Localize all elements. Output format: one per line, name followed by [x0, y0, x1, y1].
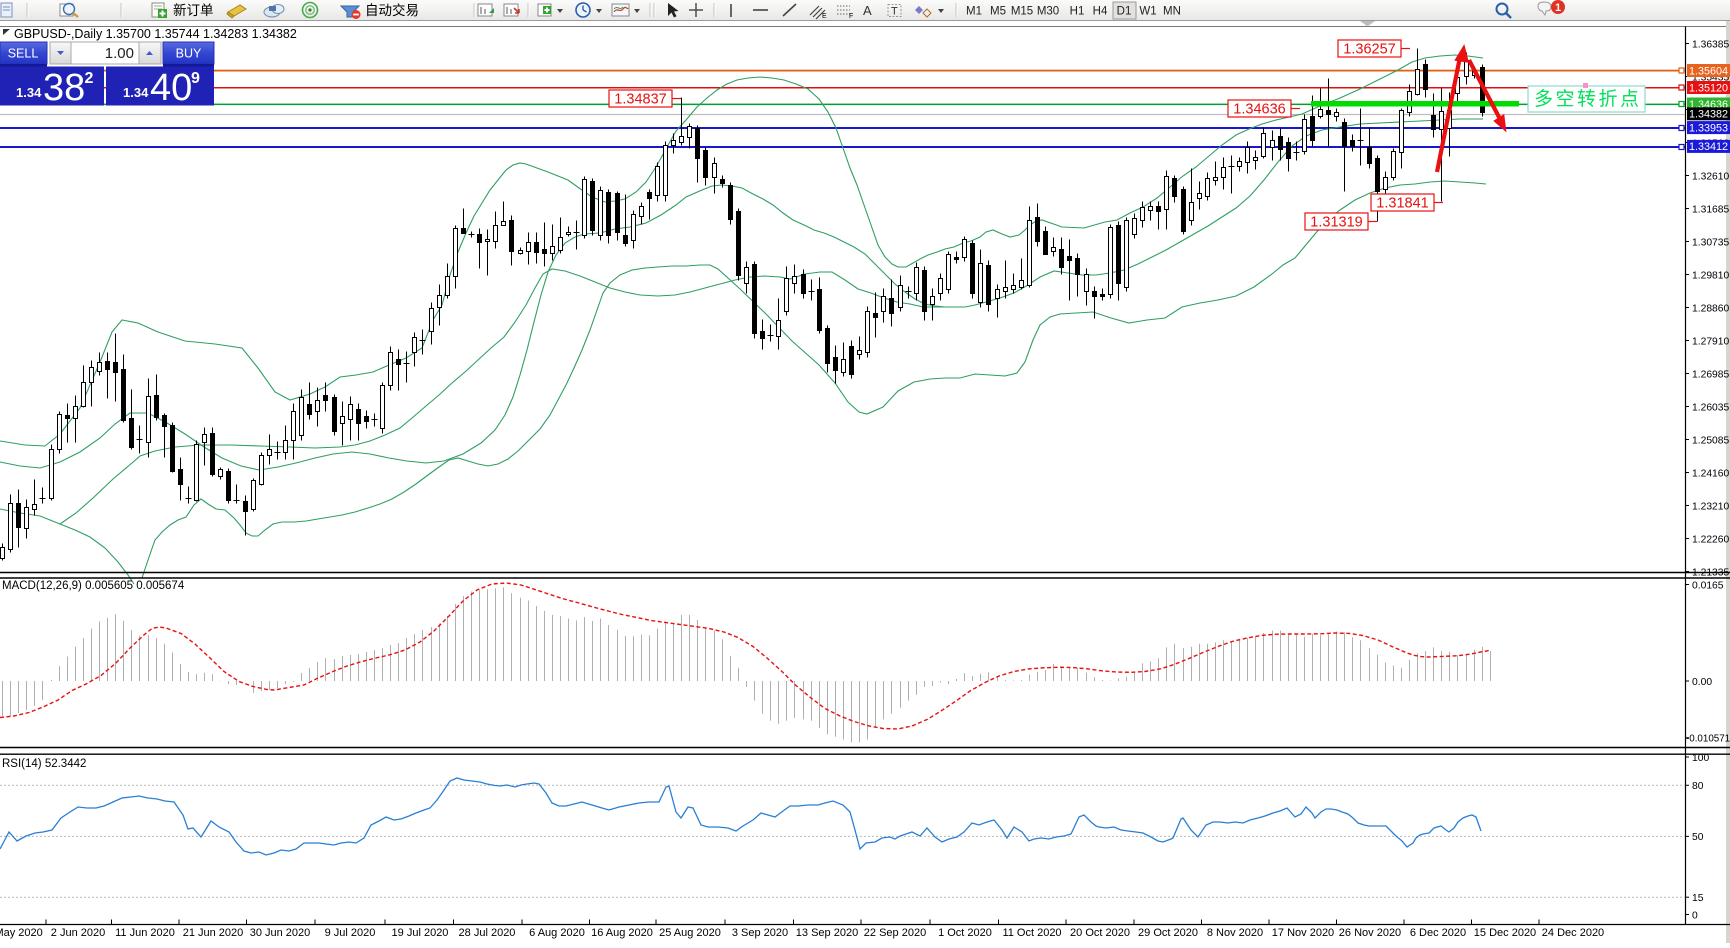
svg-text:0.0165: 0.0165 — [1692, 581, 1724, 592]
svg-text:40: 40 — [150, 67, 192, 109]
svg-text:1.31841: 1.31841 — [1376, 196, 1428, 212]
svg-text:1.36257: 1.36257 — [1343, 42, 1395, 58]
svg-text:1.23210: 1.23210 — [1692, 501, 1729, 512]
svg-text:1.34: 1.34 — [123, 85, 149, 100]
svg-text:E: E — [822, 13, 827, 20]
svg-text:0.00: 0.00 — [1692, 677, 1712, 688]
svg-text:1.34837: 1.34837 — [614, 92, 666, 108]
svg-text:16 Aug 2020: 16 Aug 2020 — [591, 927, 653, 939]
svg-text:15: 15 — [1692, 893, 1704, 904]
svg-text:29 Oct 2020: 29 Oct 2020 — [1138, 927, 1198, 939]
svg-text:A: A — [863, 3, 872, 18]
svg-text:M15: M15 — [1011, 6, 1033, 18]
svg-text:2: 2 — [85, 70, 94, 87]
svg-text:11 Oct 2020: 11 Oct 2020 — [1002, 927, 1061, 939]
svg-text:25 Aug 2020: 25 Aug 2020 — [659, 927, 721, 939]
svg-text:M5: M5 — [990, 6, 1006, 18]
svg-text:28 Jul 2020: 28 Jul 2020 — [459, 927, 516, 939]
svg-text:1.31685: 1.31685 — [1692, 204, 1729, 215]
svg-text:H1: H1 — [1070, 6, 1085, 18]
svg-text:1.31319: 1.31319 — [1310, 215, 1362, 231]
svg-text:8 Nov 2020: 8 Nov 2020 — [1207, 927, 1263, 939]
svg-text:MN: MN — [1163, 6, 1181, 18]
svg-text:26 Nov 2020: 26 Nov 2020 — [1339, 927, 1401, 939]
svg-text:2 Jun 2020: 2 Jun 2020 — [51, 927, 105, 939]
svg-text:6 Dec 2020: 6 Dec 2020 — [1410, 927, 1466, 939]
svg-text:13 Sep 2020: 13 Sep 2020 — [796, 927, 858, 939]
svg-text:1.32610: 1.32610 — [1692, 171, 1729, 182]
svg-text:1.26035: 1.26035 — [1692, 402, 1729, 413]
svg-text:0: 0 — [1692, 910, 1698, 921]
svg-text:6 Aug 2020: 6 Aug 2020 — [529, 927, 585, 939]
svg-text:21 Jun 2020: 21 Jun 2020 — [183, 927, 244, 939]
svg-text:MACD(12,26,9) 0.005605 0.00567: MACD(12,26,9) 0.005605 0.005674 — [2, 580, 185, 592]
svg-text:SELL: SELL — [8, 47, 39, 61]
svg-text:20 Oct 2020: 20 Oct 2020 — [1070, 927, 1130, 939]
svg-text:11 Jun 2020: 11 Jun 2020 — [115, 927, 175, 939]
svg-text:1.36385: 1.36385 — [1692, 39, 1729, 50]
svg-text:-0.010571: -0.010571 — [1686, 734, 1730, 745]
svg-text:1.29810: 1.29810 — [1692, 270, 1729, 281]
svg-text:1.26985: 1.26985 — [1692, 369, 1729, 380]
svg-text:9 Jul 2020: 9 Jul 2020 — [325, 927, 376, 939]
svg-text:1.34636: 1.34636 — [1233, 102, 1285, 118]
svg-text:新订单: 新订单 — [173, 3, 214, 18]
svg-text:1.35604: 1.35604 — [1689, 65, 1728, 77]
svg-text:19 Jul 2020: 19 Jul 2020 — [392, 927, 449, 939]
svg-text:RSI(14) 52.3442: RSI(14) 52.3442 — [2, 758, 86, 770]
svg-text:30 Jun 2020: 30 Jun 2020 — [250, 927, 311, 939]
svg-text:15 Dec 2020: 15 Dec 2020 — [1474, 927, 1536, 939]
svg-text:17 Nov 2020: 17 Nov 2020 — [1272, 927, 1334, 939]
svg-text:多空转折点: 多空转折点 — [1534, 88, 1642, 110]
svg-text:F: F — [849, 13, 853, 20]
svg-text:M30: M30 — [1037, 6, 1059, 18]
svg-text:1.25085: 1.25085 — [1692, 435, 1729, 446]
svg-text:1.28860: 1.28860 — [1692, 303, 1729, 314]
svg-text:38: 38 — [43, 67, 85, 109]
svg-text:1.00: 1.00 — [105, 45, 134, 62]
svg-text:1: 1 — [1555, 2, 1561, 14]
svg-text:22 Sep 2020: 22 Sep 2020 — [864, 927, 926, 939]
svg-text:T: T — [891, 6, 898, 18]
svg-text:24 Dec 2020: 24 Dec 2020 — [1542, 927, 1604, 939]
svg-text:GBPUSD-,Daily 1.35700 1.35744: GBPUSD-,Daily 1.35700 1.35744 1.34283 1.… — [14, 27, 297, 41]
svg-text:50: 50 — [1692, 832, 1704, 843]
svg-text:W1: W1 — [1139, 6, 1156, 18]
svg-text:1.27910: 1.27910 — [1692, 336, 1729, 347]
svg-text:4 May 2020: 4 May 2020 — [0, 927, 43, 939]
svg-text:D1: D1 — [1117, 6, 1132, 18]
svg-text:1 Oct 2020: 1 Oct 2020 — [938, 927, 992, 939]
svg-text:1.33412: 1.33412 — [1689, 141, 1728, 153]
svg-text:100: 100 — [1692, 753, 1709, 764]
svg-text:3 Sep 2020: 3 Sep 2020 — [732, 927, 788, 939]
svg-text:80: 80 — [1692, 781, 1704, 792]
svg-text:1.33953: 1.33953 — [1689, 122, 1728, 134]
svg-text:BUY: BUY — [176, 47, 202, 61]
svg-text:9: 9 — [191, 70, 200, 87]
svg-text:1.34: 1.34 — [16, 85, 42, 100]
svg-text:1.35435: 1.35435 — [1692, 72, 1729, 83]
svg-text:1.24160: 1.24160 — [1692, 468, 1729, 479]
svg-text:1.30735: 1.30735 — [1692, 237, 1729, 248]
svg-text:1.35120: 1.35120 — [1689, 82, 1728, 94]
svg-text:1.34382: 1.34382 — [1689, 109, 1728, 121]
svg-text:1.22260: 1.22260 — [1692, 534, 1729, 545]
svg-text:自动交易: 自动交易 — [365, 2, 419, 18]
svg-text:M1: M1 — [966, 6, 982, 18]
svg-text:H4: H4 — [1093, 6, 1108, 18]
